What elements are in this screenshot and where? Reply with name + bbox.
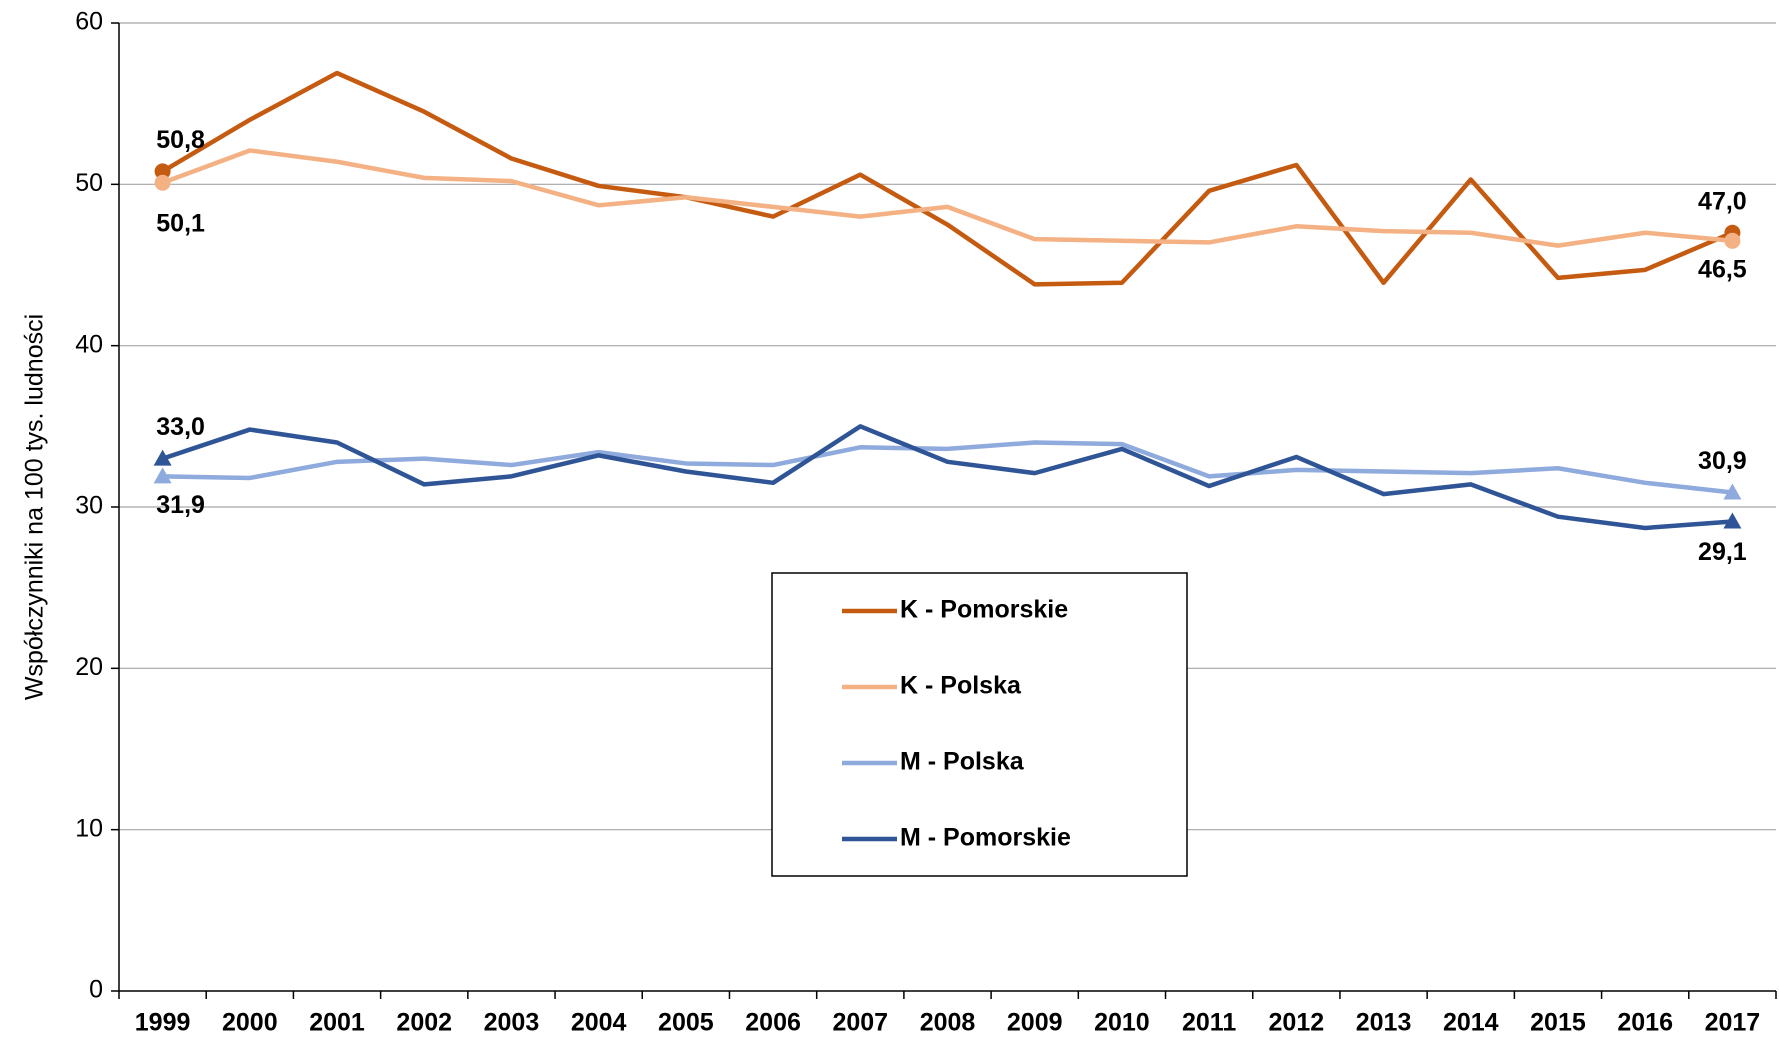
x-tick-label: 2013	[1356, 1009, 1412, 1037]
x-tick-label: 2014	[1443, 1009, 1499, 1037]
y-tick-label: 50	[75, 169, 103, 197]
legend-label: M - Polska	[900, 748, 1025, 776]
point-marker	[154, 163, 171, 180]
value-label: 29,1	[1698, 538, 1747, 566]
point-marker	[1724, 232, 1741, 249]
x-tick-label: 2016	[1617, 1009, 1673, 1037]
x-tick-label: 2004	[571, 1009, 627, 1037]
legend-label: M - Pomorskie	[900, 824, 1071, 852]
series-line	[162, 440, 1733, 495]
x-tick-label: 2007	[832, 1009, 888, 1037]
legend-box	[771, 572, 1188, 877]
x-tick-label: 2006	[745, 1009, 801, 1037]
value-label: 46,5	[1698, 255, 1747, 283]
series-line	[161, 424, 1733, 531]
point-marker	[153, 449, 172, 466]
x-tick-label: 2017	[1705, 1009, 1761, 1037]
value-label: 33,0	[156, 413, 205, 441]
y-tick-label: 30	[75, 492, 103, 520]
x-tick-label: 2005	[658, 1009, 714, 1037]
x-tick-label: 2002	[396, 1009, 452, 1037]
x-tick-label: 1999	[135, 1009, 191, 1037]
x-tick-label: 2010	[1094, 1009, 1150, 1037]
value-label: 50,8	[156, 126, 205, 154]
x-tick-label: 2015	[1530, 1009, 1586, 1037]
value-label: 50,1	[156, 209, 205, 237]
value-label: 30,9	[1698, 447, 1747, 475]
x-tick-label: 2003	[484, 1009, 540, 1037]
value-label: 47,0	[1698, 187, 1747, 215]
x-tick-label: 2008	[920, 1009, 976, 1037]
point-marker	[154, 174, 171, 191]
value-label: 31,9	[156, 491, 205, 519]
legend-label: K - Polska	[900, 672, 1022, 700]
series-line	[161, 148, 1733, 248]
y-tick-label: 0	[89, 976, 103, 1004]
legend-label: K - Pomorskie	[900, 596, 1068, 624]
point-marker	[1723, 483, 1742, 500]
x-tick-label: 2012	[1269, 1009, 1325, 1037]
point-marker	[1723, 512, 1742, 529]
x-tick-label: 2009	[1007, 1009, 1063, 1037]
x-tick-label: 2001	[309, 1009, 365, 1037]
series-line	[161, 70, 1734, 287]
y-axis-label: Współczynniki na 100 tys. ludności	[21, 314, 49, 700]
y-tick-label: 60	[75, 8, 103, 36]
y-tick-label: 10	[75, 814, 103, 842]
x-tick-label: 2000	[222, 1009, 278, 1037]
y-tick-label: 40	[75, 330, 103, 358]
y-tick-label: 20	[75, 653, 103, 681]
point-marker	[153, 467, 172, 484]
x-tick-label: 2011	[1182, 1009, 1236, 1037]
